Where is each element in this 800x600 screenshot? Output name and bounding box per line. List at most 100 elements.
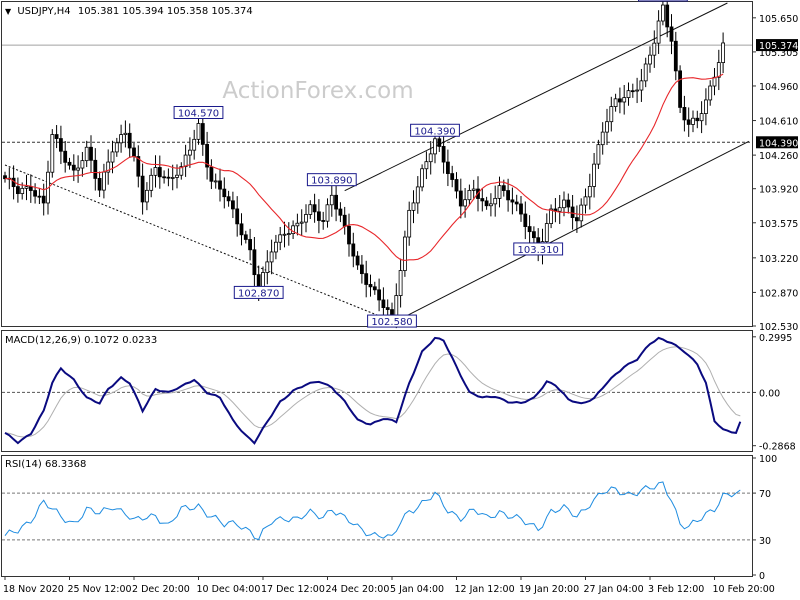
candle-up bbox=[605, 121, 609, 133]
candle-down bbox=[441, 146, 446, 163]
candle-up bbox=[613, 98, 618, 107]
candle-up bbox=[50, 134, 55, 173]
price-annotation: 104.390 bbox=[410, 123, 460, 137]
candle-down bbox=[673, 40, 678, 72]
candle-up bbox=[699, 113, 704, 122]
candle-down bbox=[506, 190, 511, 201]
candle-down bbox=[230, 200, 235, 210]
candle-down bbox=[63, 150, 68, 163]
support-price-label: 104.390 bbox=[759, 138, 798, 149]
price-tick-label: 104.610 bbox=[759, 117, 798, 128]
annotation-box bbox=[306, 173, 357, 187]
candle-down bbox=[67, 161, 72, 166]
candle-up bbox=[119, 134, 123, 144]
candle-up bbox=[557, 207, 562, 212]
candle-up bbox=[394, 295, 399, 317]
candle-up bbox=[170, 177, 175, 179]
candle-up bbox=[708, 85, 713, 101]
annotation-label: 104.570 bbox=[178, 108, 219, 119]
candle-up bbox=[24, 186, 29, 189]
time-tick-label: 3 Feb 12:00 bbox=[648, 584, 704, 595]
candle-down bbox=[239, 223, 244, 236]
candle-up bbox=[592, 163, 596, 187]
candle-up bbox=[325, 204, 330, 222]
macd-title: MACD(12,26,9) 0.1072 0.0233 bbox=[5, 335, 157, 346]
candle-down bbox=[355, 255, 360, 266]
candle-down bbox=[321, 220, 326, 222]
candle-up bbox=[282, 233, 287, 236]
candle-up bbox=[600, 131, 605, 146]
candle-up bbox=[213, 180, 218, 183]
candle-down bbox=[566, 199, 571, 208]
candle-down bbox=[316, 211, 321, 221]
candle-up bbox=[265, 261, 270, 273]
candle-down bbox=[252, 249, 257, 276]
dropdown-triangle-icon[interactable]: ▼ bbox=[5, 7, 12, 16]
rsi-axis: 100 70 30 0 bbox=[752, 454, 777, 582]
candle-down bbox=[248, 239, 253, 251]
candle-up bbox=[587, 185, 592, 198]
macd-tick-label: 0.00 bbox=[759, 388, 780, 399]
candle-down bbox=[510, 199, 515, 203]
macd-tick-label: 0.2995 bbox=[759, 333, 792, 344]
candle-up bbox=[402, 236, 407, 271]
rsi-title: RSI(14) 68.3368 bbox=[5, 459, 86, 470]
candle-down bbox=[132, 147, 136, 157]
candle-up bbox=[691, 117, 695, 125]
candle-down bbox=[514, 201, 519, 205]
candle-up bbox=[428, 153, 433, 163]
price-tick-label: 104.960 bbox=[759, 82, 798, 93]
candle-down bbox=[437, 138, 442, 147]
candle-up bbox=[648, 54, 652, 65]
annotation-box bbox=[173, 105, 224, 119]
candle-down bbox=[678, 70, 682, 108]
candle-up bbox=[149, 174, 154, 191]
price-tick-label: 104.260 bbox=[759, 151, 798, 162]
annotation-box bbox=[638, 0, 688, 2]
candle-down bbox=[342, 214, 347, 227]
candle-up bbox=[286, 233, 291, 236]
candle-up bbox=[291, 225, 296, 235]
candle-up bbox=[467, 190, 472, 201]
candle-down bbox=[445, 161, 450, 174]
candle-down bbox=[484, 200, 489, 207]
price-tick-label: 103.220 bbox=[759, 254, 798, 265]
candle-up bbox=[295, 222, 300, 227]
candle-up bbox=[106, 161, 111, 173]
candle-up bbox=[187, 149, 192, 156]
rsi-panel-frame bbox=[1, 455, 753, 577]
candle-up bbox=[308, 204, 313, 215]
candle-down bbox=[686, 119, 691, 125]
candle-up bbox=[471, 188, 476, 191]
annotation-box bbox=[233, 285, 284, 299]
candle-up bbox=[656, 20, 661, 44]
candle-down bbox=[682, 107, 687, 121]
candle-up bbox=[493, 197, 498, 205]
candle-down bbox=[243, 234, 248, 240]
candle-down bbox=[385, 307, 390, 310]
time-tick-label: 19 Jan 20:00 bbox=[519, 584, 579, 595]
candle-down bbox=[218, 180, 222, 190]
candle-down bbox=[222, 188, 227, 198]
candle-up bbox=[583, 196, 588, 206]
price-annotation: 102.580 bbox=[367, 314, 417, 328]
time-tick-label: 25 Nov 12:00 bbox=[68, 584, 132, 595]
candle-down bbox=[28, 186, 33, 191]
time-tick-label: 18 Nov 2020 bbox=[3, 584, 64, 595]
watermark: ActionForex.com bbox=[222, 78, 413, 104]
candle-up bbox=[704, 99, 708, 114]
candle-down bbox=[166, 176, 171, 179]
candle-up bbox=[579, 204, 584, 222]
candle-up bbox=[497, 185, 502, 199]
price-annotation: 103.890 bbox=[306, 173, 357, 187]
symbol-label: USDJPY,H4 bbox=[17, 6, 70, 17]
annotation-label: 103.890 bbox=[311, 176, 352, 187]
candle-up bbox=[144, 189, 149, 203]
candle-down bbox=[162, 176, 167, 179]
candle-down bbox=[338, 208, 343, 216]
price-annotation: 103.310 bbox=[513, 242, 564, 256]
candle-up bbox=[635, 89, 639, 92]
macd-signal-line bbox=[4, 346, 741, 438]
candle-down bbox=[93, 159, 98, 179]
candle-up bbox=[76, 167, 80, 171]
